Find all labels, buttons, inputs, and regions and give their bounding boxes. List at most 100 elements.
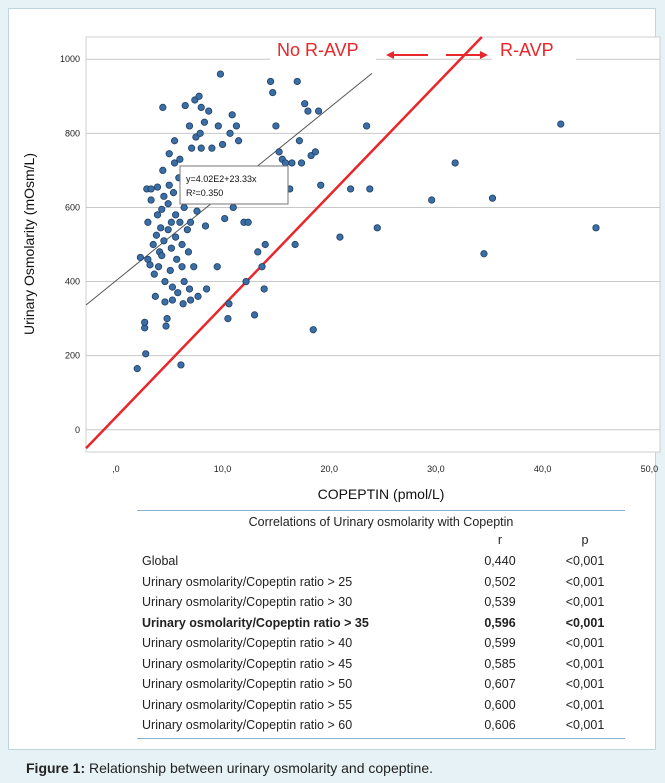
- data-point: [172, 234, 178, 240]
- y-axis-ticks: 0 200 400 600 800 1000: [60, 54, 80, 435]
- equation-box: y=4.02E2+23.33x R²=0.350: [180, 166, 288, 204]
- data-point: [261, 286, 267, 292]
- data-point: [151, 271, 157, 277]
- table-row: Global 0,440 <0,001: [137, 551, 625, 572]
- y-tick-label: 800: [65, 128, 80, 138]
- data-point: [296, 138, 302, 144]
- data-point: [165, 201, 171, 207]
- data-point: [166, 151, 172, 157]
- y-tick-label: 400: [65, 277, 80, 287]
- data-point: [202, 223, 208, 229]
- row-r-value: 0,502: [480, 572, 520, 593]
- caption-text: Relationship between urinary osmolarity …: [85, 760, 433, 776]
- data-point: [181, 204, 187, 210]
- figure-caption: Figure 1: Relationship between urinary o…: [26, 760, 433, 776]
- row-p-value: <0,001: [557, 592, 613, 613]
- data-point: [310, 327, 316, 333]
- row-r-value: 0,606: [480, 715, 520, 736]
- caption-label: Figure 1:: [26, 760, 85, 776]
- data-point: [143, 351, 149, 357]
- table-bottom-rule: [137, 738, 625, 739]
- row-p-value: <0,001: [557, 695, 613, 716]
- data-point: [315, 108, 321, 114]
- table-row: Urinary osmolarity/Copeptin ratio > 45 0,…: [137, 654, 625, 675]
- data-point: [219, 141, 225, 147]
- data-point: [184, 226, 190, 232]
- plot-area: [86, 37, 660, 452]
- data-point: [347, 186, 353, 192]
- data-point: [214, 264, 220, 270]
- row-r-value: 0,607: [480, 674, 520, 695]
- data-point: [188, 145, 194, 151]
- data-point: [154, 184, 160, 190]
- data-point: [150, 241, 156, 247]
- data-point: [209, 145, 215, 151]
- row-label: Urinary osmolarity/Copeptin ratio > 30: [142, 592, 352, 613]
- row-r-value: 0,440: [480, 551, 520, 572]
- data-point: [312, 149, 318, 155]
- row-r-value: 0,599: [480, 633, 520, 654]
- data-point: [229, 112, 235, 118]
- data-point: [168, 219, 174, 225]
- data-point: [243, 278, 249, 284]
- data-point: [289, 160, 295, 166]
- row-r-value: 0,596: [480, 613, 520, 634]
- data-point: [186, 123, 192, 129]
- data-point: [217, 71, 223, 77]
- row-p-value: <0,001: [557, 674, 613, 695]
- data-point: [230, 204, 236, 210]
- data-point: [195, 293, 201, 299]
- data-point: [160, 104, 166, 110]
- data-point: [194, 208, 200, 214]
- x-axis-ticks: ,0 10,0 20,0 30,0 40,0 50,0: [112, 464, 658, 474]
- data-point: [163, 323, 169, 329]
- data-point: [367, 186, 373, 192]
- data-point: [170, 189, 176, 195]
- y-tick-label: 1000: [60, 54, 80, 64]
- data-point: [157, 225, 163, 231]
- data-point: [337, 234, 343, 240]
- x-tick-label: 20,0: [320, 464, 338, 474]
- x-axis-title: COPEPTIN (pmol/L): [318, 486, 445, 502]
- x-tick-label: 30,0: [427, 464, 445, 474]
- x-tick-label: 50,0: [641, 464, 659, 474]
- data-point: [171, 138, 177, 144]
- data-point: [175, 289, 181, 295]
- data-point: [161, 193, 167, 199]
- data-point: [215, 123, 221, 129]
- data-point: [318, 182, 324, 188]
- data-point: [198, 145, 204, 151]
- data-point: [205, 108, 211, 114]
- y-axis-title: Urinary Osmolarity (mOsm/L): [21, 153, 37, 335]
- data-point: [221, 215, 227, 221]
- data-point: [255, 249, 261, 255]
- table-row: Urinary osmolarity/Copeptin ratio > 55 0,…: [137, 695, 625, 716]
- data-point: [168, 245, 174, 251]
- y-tick-label: 200: [65, 351, 80, 361]
- data-point: [178, 362, 184, 368]
- table-header: r p: [137, 533, 625, 551]
- data-point: [137, 254, 143, 260]
- data-point: [225, 315, 231, 321]
- data-point: [177, 156, 183, 162]
- data-point: [226, 301, 232, 307]
- table-row: Urinary osmolarity/Copeptin ratio > 50 0,…: [137, 674, 625, 695]
- data-point: [302, 100, 308, 106]
- col-p-header: p: [557, 533, 613, 547]
- row-p-value: <0,001: [557, 633, 613, 654]
- data-point: [235, 138, 241, 144]
- row-p-value: <0,001: [557, 572, 613, 593]
- data-point: [153, 232, 159, 238]
- data-point: [374, 225, 380, 231]
- row-p-value: <0,001: [557, 613, 613, 634]
- x-tick-label: 40,0: [534, 464, 552, 474]
- data-point: [262, 241, 268, 247]
- data-point: [197, 130, 203, 136]
- data-point: [481, 251, 487, 257]
- data-point: [169, 284, 175, 290]
- data-point: [177, 219, 183, 225]
- table-body: Global 0,440 <0,001 Urinary osmolarity/Cope…: [137, 551, 625, 736]
- table-row: Urinary osmolarity/Copeptin ratio > 60 0,…: [137, 715, 625, 736]
- data-point: [273, 123, 279, 129]
- x-tick-label: 10,0: [214, 464, 232, 474]
